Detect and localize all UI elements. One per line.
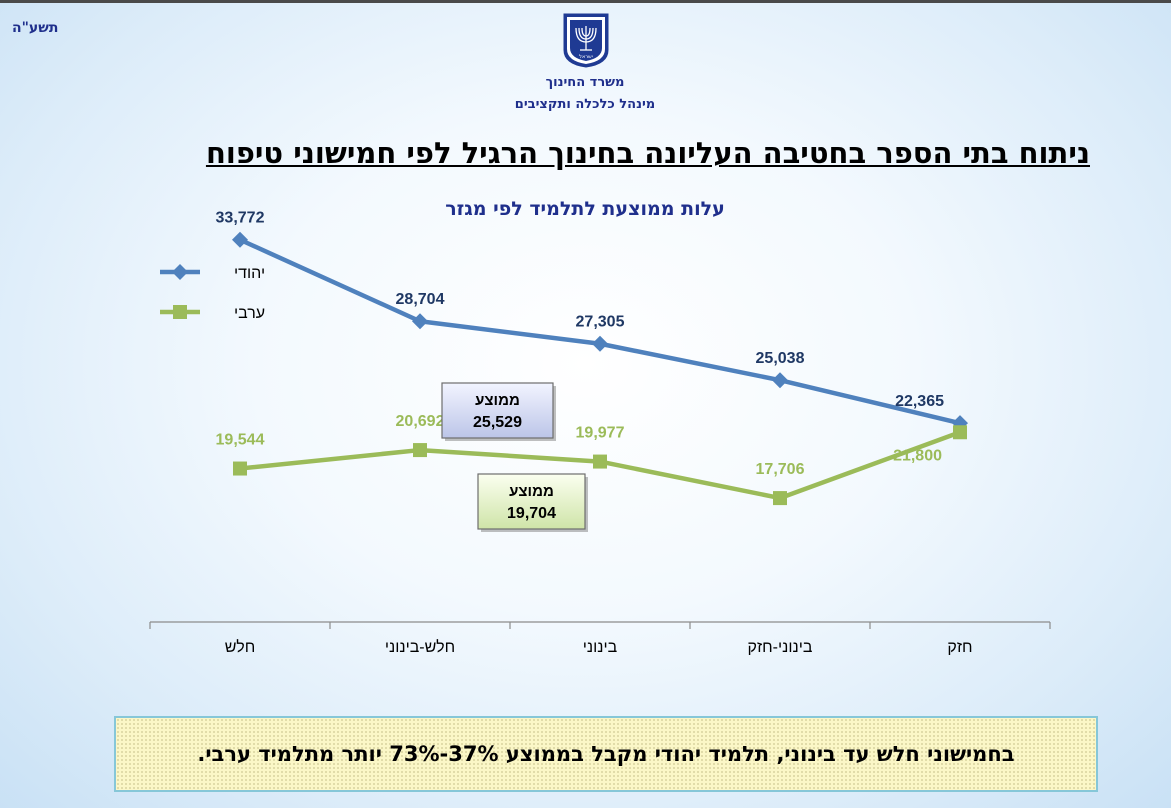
data-label: 28,704 [396, 291, 445, 308]
x-tick-label: חלש [225, 638, 256, 656]
state-emblem-icon: ישראל [563, 13, 609, 68]
data-point [233, 461, 247, 476]
x-tick-label: בינוני [583, 639, 618, 656]
average-value: 25,529 [473, 414, 522, 431]
average-box [441, 382, 554, 439]
ministry-name: משרד החינוך [545, 75, 625, 90]
data-point [412, 313, 428, 330]
data-point [413, 443, 427, 458]
legend-label: יהודי [234, 265, 265, 282]
average-value: 19,704 [507, 505, 556, 522]
emblem-text: ישראל [579, 54, 593, 60]
data-point [772, 372, 788, 389]
x-tick-label: חזק [947, 639, 972, 656]
legend-marker [173, 305, 187, 319]
footer-note-box: בחמישוני חלש עד בינוני, תלמיד יהודי מקבל… [114, 716, 1098, 792]
ministry-division: מינהל כלכלה ותקציבים [514, 97, 656, 112]
year-label: תשע"ה [12, 20, 59, 36]
ministry-header: משרד החינוך מינהל כלכלה ותקציבים [440, 74, 730, 114]
data-label: 27,305 [576, 314, 625, 331]
data-label: 21,800 [893, 447, 942, 464]
top-rule [0, 0, 1171, 3]
average-label: ממוצע [509, 483, 554, 500]
data-label: 19,977 [576, 425, 625, 442]
data-label: 19,544 [216, 432, 265, 449]
x-tick-label: חלש-בינוני [385, 638, 455, 656]
chart-title: עלות ממוצעת לתלמיד לפי מגזר [445, 198, 725, 220]
legend-marker [172, 264, 188, 280]
data-label: 20,692 [396, 413, 445, 430]
data-label: 25,038 [756, 350, 805, 367]
data-label: 33,772 [216, 210, 265, 227]
data-label: 22,365 [895, 393, 944, 410]
x-tick-label: בינוני-חזק [748, 639, 813, 656]
data-point [232, 231, 248, 248]
footer-note: בחמישוני חלש עד בינוני, תלמיד יהודי מקבל… [197, 742, 1015, 766]
legend-label: ערבי [234, 305, 265, 322]
average-box [477, 473, 586, 530]
data-label: 17,706 [756, 461, 805, 478]
series-line-0 [239, 237, 961, 426]
average-label: ממוצע [475, 392, 520, 409]
page-title: ניתוח בתי הספר בחטיבה העליונה בחינוך הרג… [205, 136, 1090, 170]
data-point [593, 454, 607, 469]
data-point [953, 425, 967, 440]
data-point [773, 491, 787, 506]
data-point [592, 335, 608, 352]
